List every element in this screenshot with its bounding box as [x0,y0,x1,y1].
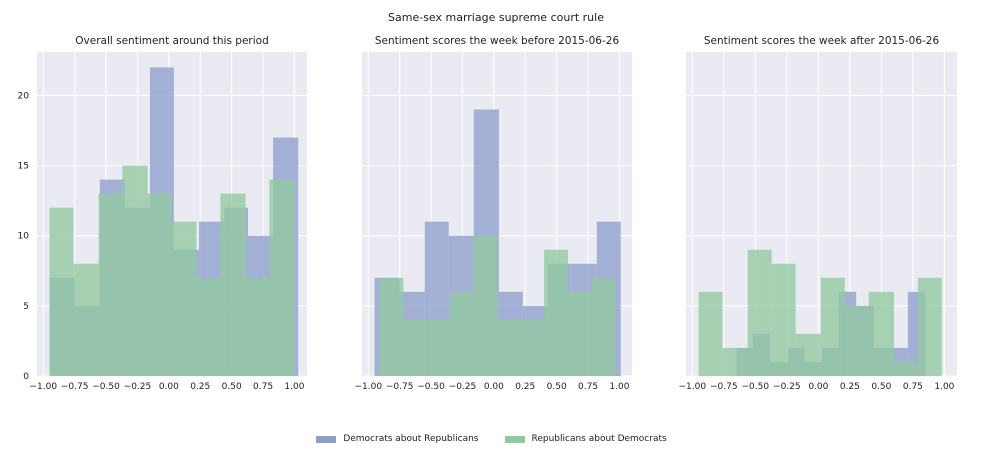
x-tick-label: −1.00 [29,382,57,392]
bar-rep [49,207,74,376]
x-tick-label: 0.25 [840,382,860,392]
bar-rep [591,277,616,376]
x-tick-label: 0.00 [484,382,504,392]
legend-item-rep: Republicans about Democrats [504,430,667,448]
legend-label-rep: Republicans about Democrats [531,434,667,444]
x-tick-label: −0.25 [124,382,152,392]
y-tick-label: 0 [23,372,29,382]
chart-panel-1: −1.00 −0.75 −0.50 −0.25 0.00 0.25 0.50 0.75 1.00… [18,35,307,392]
bar-rep [893,361,918,376]
panel-title: Sentiment scores the week before 2015-06… [375,35,620,47]
panel-title: Sentiment scores the week after 2015-06-… [704,35,940,47]
bar-rep [473,235,498,376]
bar-rep [497,319,522,376]
y-tick-label: 15 [18,162,29,172]
legend-swatch-dem [316,435,337,443]
x-tick-label: −0.75 [61,382,89,392]
bar-rep [147,193,172,376]
x-tick-label: −0.75 [386,382,414,392]
panel-title: Overall sentiment around this period [75,35,268,47]
x-tick-label: 0.25 [515,382,535,392]
bar-rep [521,319,545,376]
bar-rep [820,277,845,376]
x-tick-label: −0.50 [742,382,770,392]
legend-swatch-rep [504,435,525,443]
suptitle: Same-sex marriage supreme court rule [388,11,604,24]
bar-rep [795,333,821,376]
bar-rep [73,263,99,376]
bar-rep [567,291,592,376]
x-tick-label: −1.00 [679,382,707,392]
x-tick-label: −0.50 [417,382,445,392]
bar-rep [844,305,869,376]
x-tick-label: 1.00 [284,382,304,392]
bar-rep [917,277,942,376]
bar-rep [269,179,295,376]
bar-rep [868,291,894,376]
x-tick-label: 0.75 [253,382,273,392]
bar-rep [220,193,246,376]
bar-rep [771,263,796,376]
x-tick-label: 1.00 [934,382,954,392]
x-tick-label: −0.25 [449,382,477,392]
legend-label-dem: Democrats about Republicans [343,434,479,444]
x-tick-label: 0.00 [808,382,828,392]
x-tick-label: 0.25 [190,382,210,392]
x-tick-label: −0.75 [710,382,738,392]
bar-rep [196,277,221,376]
x-tick-label: 0.50 [547,382,567,392]
x-tick-label: 1.00 [609,382,629,392]
x-tick-label: 0.50 [871,382,891,392]
y-tick-label: 20 [18,91,30,101]
y-tick-label: 10 [18,232,30,242]
bar-rep [449,291,474,376]
x-tick-label: 0.00 [159,382,179,392]
bar-rep [171,221,197,376]
bar-rep [379,277,404,376]
x-tick-label: 0.75 [903,382,923,392]
bar-rep [245,277,270,376]
bar-rep [722,347,748,376]
y-tick-label: 5 [23,302,29,312]
x-tick-label: −0.50 [92,382,120,392]
x-tick-label: −0.25 [773,382,801,392]
chart-panel-2: −1.00 −0.75 −0.50 −0.25 0.00 0.25 0.50 0.75 1.00… [354,35,632,392]
legend: Democrats about Republicans Republicans … [0,430,983,448]
bar-rep [698,291,723,376]
x-tick-label: −1.00 [354,382,382,392]
bar-rep [98,193,123,376]
legend-item-dem: Democrats about Republicans [316,430,479,448]
bar-rep [747,249,772,376]
bar-rep [427,319,450,376]
x-tick-label: 0.50 [222,382,242,392]
chart-panel-3: −1.00 −0.75 −0.50 −0.25 0.00 0.25 0.50 0.75 1.00… [679,35,957,392]
bar-rep [403,319,428,376]
bar-rep [544,249,568,376]
x-tick-label: 0.75 [578,382,598,392]
bar-rep [122,165,148,376]
